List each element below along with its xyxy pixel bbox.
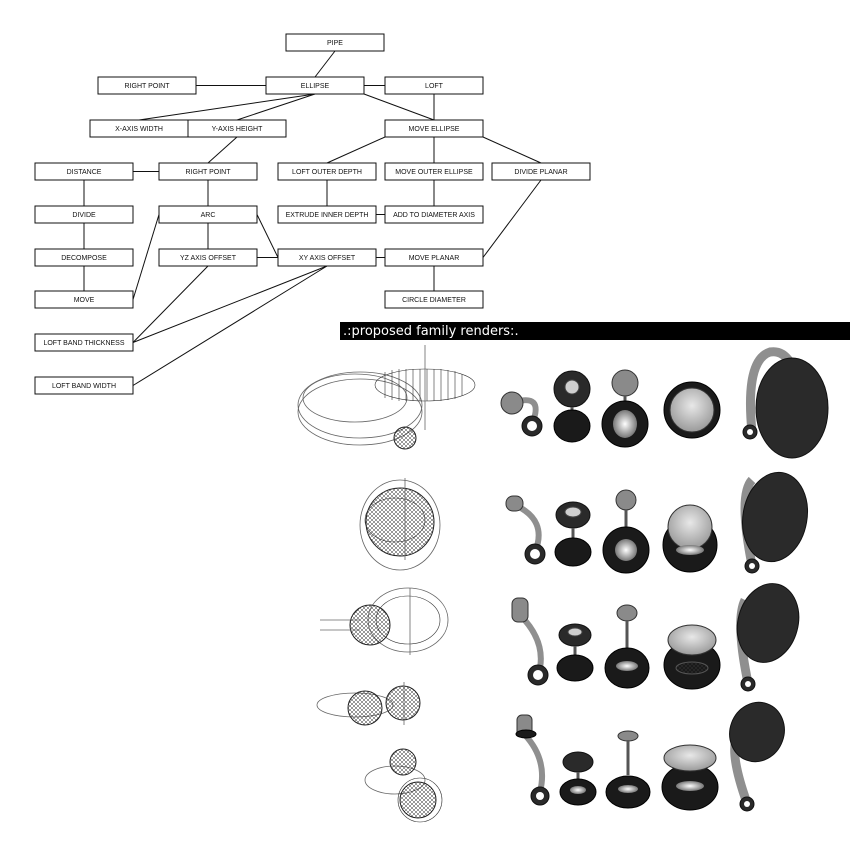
- node-move-ellipse: MOVE ELLIPSE: [384, 119, 484, 138]
- node-divide-planar: DIVIDE PLANAR: [491, 162, 591, 181]
- wireframe-render-3: [320, 587, 449, 655]
- node-box: [285, 33, 385, 52]
- node-label: DIVIDE: [72, 212, 96, 219]
- node-yz-axis-offset: YZ AXIS OFFSET: [158, 248, 258, 267]
- node-loft-band-thickness: LOFT BAND THICKNESS: [34, 333, 134, 352]
- node-box: [384, 205, 484, 224]
- node-label: MOVE PLANAR: [409, 255, 460, 262]
- edge-divide_planar-move_planar: [482, 179, 542, 258]
- render-col-d: [661, 381, 721, 811]
- node-label: PIPE: [327, 40, 343, 47]
- node-loft-outer-depth: LOFT OUTER DEPTH: [277, 162, 377, 181]
- node-label: X-AXIS WIDTH: [115, 126, 163, 133]
- node-box: [384, 290, 484, 309]
- node-label: EXTRUDE INNER DEPTH: [286, 212, 369, 219]
- node-label: MOVE ELLIPSE: [409, 126, 460, 133]
- node-label: RIGHT POINT: [125, 83, 171, 90]
- node-right-point-mid: RIGHT POINT: [158, 162, 258, 181]
- edge-move_ellipse-loft_outer_depth: [326, 136, 386, 164]
- node-label: ARC: [201, 212, 216, 219]
- node-box: [384, 248, 484, 267]
- flowchart-edges: [83, 50, 542, 386]
- node-label: DIVIDE PLANAR: [514, 169, 567, 176]
- node-label: MOVE OUTER ELLIPSE: [395, 169, 473, 176]
- node-loft-band-width: LOFT BAND WIDTH: [34, 376, 134, 395]
- node-box: [158, 248, 258, 267]
- edge-ellipse-x_axis_width: [138, 93, 316, 121]
- node-label: MOVE: [74, 297, 95, 304]
- renders-header-bar: .:proposed family renders:.: [340, 322, 850, 340]
- node-x-axis-width: X-AXIS WIDTH: [89, 119, 189, 138]
- edge-yz_axis_offset-loft_band_thickness: [132, 265, 209, 343]
- node-label: LOFT: [425, 83, 444, 90]
- node-box: [34, 162, 134, 181]
- node-decompose: DECOMPOSE: [34, 248, 134, 267]
- node-box: [187, 119, 287, 138]
- flowchart-nodes: PIPE RIGHT POINT ELLIPSE LOFT X-AXIS WIDTH Y-…: [34, 33, 591, 395]
- edge-xy_axis_offset-loft_band_thickness: [132, 265, 328, 343]
- node-box: [491, 162, 591, 181]
- node-xy-axis-offset: XY AXIS OFFSET: [277, 248, 377, 267]
- node-label: LOFT BAND WIDTH: [52, 383, 116, 390]
- node-distance: DISTANCE: [34, 162, 134, 181]
- node-move-planar: MOVE PLANAR: [384, 248, 484, 267]
- wireframe-render-5: [364, 748, 443, 823]
- node-box: [34, 248, 134, 267]
- render-col-a: [500, 391, 550, 806]
- node-label: RIGHT POINT: [186, 169, 232, 176]
- node-box: [277, 162, 377, 181]
- node-label: YZ AXIS OFFSET: [180, 255, 237, 262]
- wireframe-render-2: [359, 478, 441, 571]
- node-divide: DIVIDE: [34, 205, 134, 224]
- node-box: [384, 119, 484, 138]
- node-label: LOFT BAND THICKNESS: [43, 340, 124, 347]
- node-box: [384, 162, 484, 181]
- node-label: DISTANCE: [67, 169, 102, 176]
- node-extrude-inner-depth: EXTRUDE INNER DEPTH: [277, 205, 377, 224]
- node-box: [158, 162, 258, 181]
- edge-ellipse-move_ellipse: [363, 93, 435, 121]
- edge-arc-xy_axis_offset: [256, 214, 279, 258]
- node-loft: LOFT: [384, 76, 484, 95]
- edge-arc-move: [132, 214, 160, 300]
- parametric-flowchart: PIPE RIGHT POINT ELLIPSE LOFT X-AXIS WIDTH Y-…: [34, 33, 591, 395]
- edge-ellipse-y_axis_height: [236, 93, 316, 121]
- node-box: [34, 333, 134, 352]
- node-box: [34, 376, 134, 395]
- node-label: CIRCLE DIAMETER: [402, 297, 466, 304]
- node-ellipse: ELLIPSE: [265, 76, 365, 95]
- node-box: [384, 76, 484, 95]
- node-circle-diameter: CIRCLE DIAMETER: [384, 290, 484, 309]
- node-box: [97, 76, 197, 95]
- edge-xy_axis_offset-loft_band_width: [132, 265, 328, 386]
- node-arc: ARC: [158, 205, 258, 224]
- render-col-c: [601, 369, 651, 809]
- node-box: [34, 205, 134, 224]
- edge-y_axis_height-right_point_mid: [207, 136, 238, 164]
- node-label: DECOMPOSE: [61, 255, 107, 262]
- node-label: XY AXIS OFFSET: [299, 255, 356, 262]
- render-col-b: [553, 370, 597, 806]
- render-col-e: [729, 347, 829, 812]
- node-box: [34, 290, 134, 309]
- edge-move_ellipse-divide_planar: [482, 136, 542, 164]
- node-label: LOFT OUTER DEPTH: [292, 169, 362, 176]
- node-box: [158, 205, 258, 224]
- renders-header: .:proposed family renders:.: [343, 324, 519, 339]
- node-y-axis-height: Y-AXIS HEIGHT: [187, 119, 287, 138]
- node-move-outer-ellipse: MOVE OUTER ELLIPSE: [384, 162, 484, 181]
- node-box: [277, 248, 377, 267]
- edge-pipe-ellipse: [314, 50, 336, 78]
- wireframe-render-4: [316, 682, 421, 726]
- node-move: MOVE: [34, 290, 134, 309]
- node-label: Y-AXIS HEIGHT: [212, 126, 263, 133]
- node-box: [277, 205, 377, 224]
- node-label: ELLIPSE: [301, 83, 330, 90]
- node-pipe: PIPE: [285, 33, 385, 52]
- node-add-to-diameter-axis: ADD TO DIAMETER AXIS: [384, 205, 484, 224]
- node-right-point-top: RIGHT POINT: [97, 76, 197, 95]
- node-label: ADD TO DIAMETER AXIS: [393, 212, 475, 219]
- node-box: [265, 76, 365, 95]
